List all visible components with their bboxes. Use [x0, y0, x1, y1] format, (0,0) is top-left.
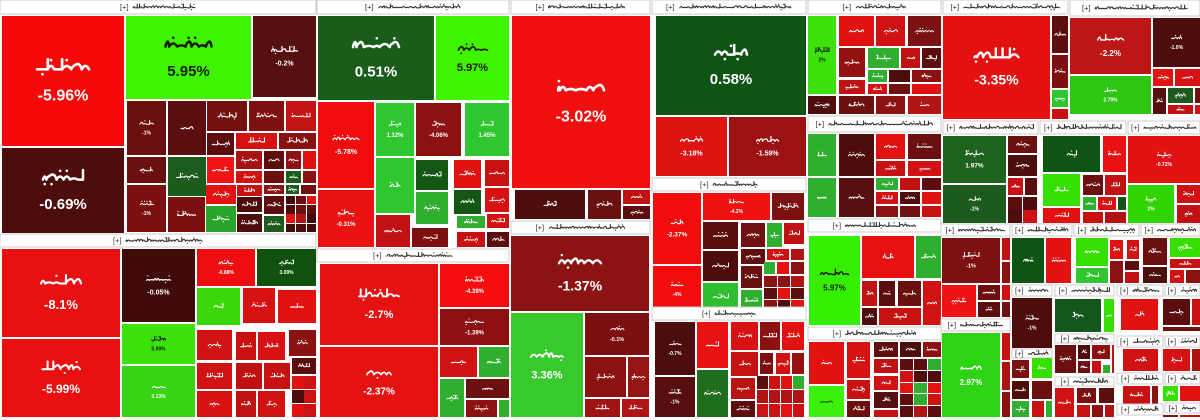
svg-text:-1%: -1%	[1028, 325, 1037, 331]
svg-text:-1%: -1%	[970, 206, 979, 212]
svg-text:0.58%: 0.58%	[710, 71, 753, 88]
svg-text:[+]: [+]	[1015, 226, 1024, 235]
svg-text:2%: 2%	[818, 57, 826, 63]
svg-text:[+]: [+]	[947, 123, 956, 132]
svg-text:-2.37%: -2.37%	[363, 386, 395, 397]
svg-text:[+]: [+]	[843, 3, 852, 12]
svg-text:-2.37%: -2.37%	[667, 232, 688, 239]
svg-text:-1%: -1%	[142, 211, 151, 217]
svg-text:5.99%: 5.99%	[151, 346, 166, 352]
svg-text:5.97%: 5.97%	[823, 284, 846, 293]
svg-text:[+]: [+]	[1168, 374, 1177, 383]
svg-text:[+]: [+]	[120, 3, 129, 12]
svg-text:[+]: [+]	[1131, 123, 1140, 132]
svg-text:-1.39%: -1.39%	[465, 330, 485, 336]
svg-text:-4.06%: -4.06%	[429, 133, 449, 139]
svg-text:-0.2%: -0.2%	[275, 60, 294, 67]
svg-text:3.13%: 3.13%	[151, 394, 166, 400]
svg-text:0.51%: 0.51%	[355, 63, 398, 80]
svg-text:[+]: [+]	[1044, 123, 1053, 132]
svg-text:5.97%: 5.97%	[457, 62, 488, 74]
svg-text:-3.02%: -3.02%	[556, 109, 607, 126]
svg-text:-4%: -4%	[673, 292, 682, 298]
svg-text:[+]: [+]	[1121, 405, 1130, 414]
svg-text:[+]: [+]	[833, 329, 842, 338]
svg-text:5.95%: 5.95%	[167, 63, 210, 80]
svg-text:-3.18%: -3.18%	[680, 150, 703, 157]
svg-text:-1%: -1%	[142, 130, 151, 136]
svg-text:-2.7%: -2.7%	[365, 309, 394, 321]
svg-text:-1.59%: -1.59%	[756, 150, 779, 157]
svg-text:[+]: [+]	[1015, 349, 1024, 358]
svg-text:[+]: [+]	[702, 309, 711, 318]
svg-text:[+]: [+]	[666, 3, 675, 12]
svg-text:[+]: [+]	[1120, 286, 1129, 295]
svg-text:[+]: [+]	[1015, 286, 1024, 295]
svg-text:-0.88%: -0.88%	[218, 270, 234, 276]
svg-text:-4.3%: -4.3%	[730, 209, 744, 215]
svg-text:[+]: [+]	[946, 226, 955, 235]
svg-text:1.12%: 1.12%	[386, 133, 404, 139]
svg-text:[+]: [+]	[1169, 404, 1178, 413]
svg-text:-1.37%: -1.37%	[558, 278, 603, 294]
svg-text:3.09%: 3.09%	[279, 270, 294, 276]
svg-text:1.45%: 1.45%	[478, 133, 496, 139]
svg-text:2%: 2%	[1147, 206, 1155, 212]
svg-text:[+]: [+]	[536, 223, 545, 232]
svg-text:-2.2%: -2.2%	[1100, 49, 1121, 58]
svg-text:2.79%: 2.79%	[1103, 97, 1118, 103]
svg-text:-5.96%: -5.96%	[38, 88, 89, 105]
svg-text:-0.69%: -0.69%	[39, 196, 87, 213]
svg-text:[+]: [+]	[113, 236, 122, 245]
svg-text:-0.1%: -0.1%	[610, 337, 624, 343]
svg-text:-1%: -1%	[966, 264, 976, 270]
svg-text:-5.99%: -5.99%	[42, 382, 80, 396]
svg-text:[+]: [+]	[816, 120, 825, 129]
svg-text:-0.31%: -0.31%	[336, 222, 356, 228]
svg-text:[+]: [+]	[1145, 226, 1154, 235]
svg-text:[+]: [+]	[1078, 226, 1087, 235]
svg-text:-5.78%: -5.78%	[335, 149, 358, 156]
svg-text:[+]: [+]	[365, 3, 374, 12]
svg-text:[+]: [+]	[373, 251, 382, 260]
svg-text:3.36%: 3.36%	[531, 370, 562, 382]
svg-text:[+]: [+]	[1061, 377, 1070, 386]
svg-text:[+]: [+]	[1120, 337, 1129, 346]
svg-text:1.97%: 1.97%	[965, 163, 984, 170]
svg-text:-8.1%: -8.1%	[44, 297, 78, 312]
svg-text:[+]: [+]	[1168, 286, 1177, 295]
svg-text:[+]: [+]	[948, 321, 957, 330]
svg-text:[+]: [+]	[1061, 334, 1070, 343]
svg-text:2.97%: 2.97%	[960, 378, 983, 387]
svg-text:-1%: -1%	[671, 399, 680, 405]
svg-text:[+]: [+]	[1121, 374, 1130, 383]
svg-text:[+]: [+]	[833, 221, 842, 230]
svg-text:[+]: [+]	[700, 180, 709, 189]
svg-text:[+]: [+]	[536, 3, 545, 12]
svg-text:-0.7%: -0.7%	[668, 351, 682, 357]
svg-text:[+]: [+]	[1082, 4, 1091, 13]
svg-text:[+]: [+]	[951, 3, 960, 12]
svg-text:-3.35%: -3.35%	[974, 72, 1019, 88]
svg-text:-1.0%: -1.0%	[1170, 45, 1184, 51]
svg-text:[+]: [+]	[1059, 286, 1068, 295]
svg-text:[+]: [+]	[1168, 337, 1177, 346]
svg-text:-0.72%: -0.72%	[1156, 162, 1172, 168]
svg-text:-4.39%: -4.39%	[465, 289, 485, 295]
svg-text:-0.05%: -0.05%	[147, 289, 170, 296]
